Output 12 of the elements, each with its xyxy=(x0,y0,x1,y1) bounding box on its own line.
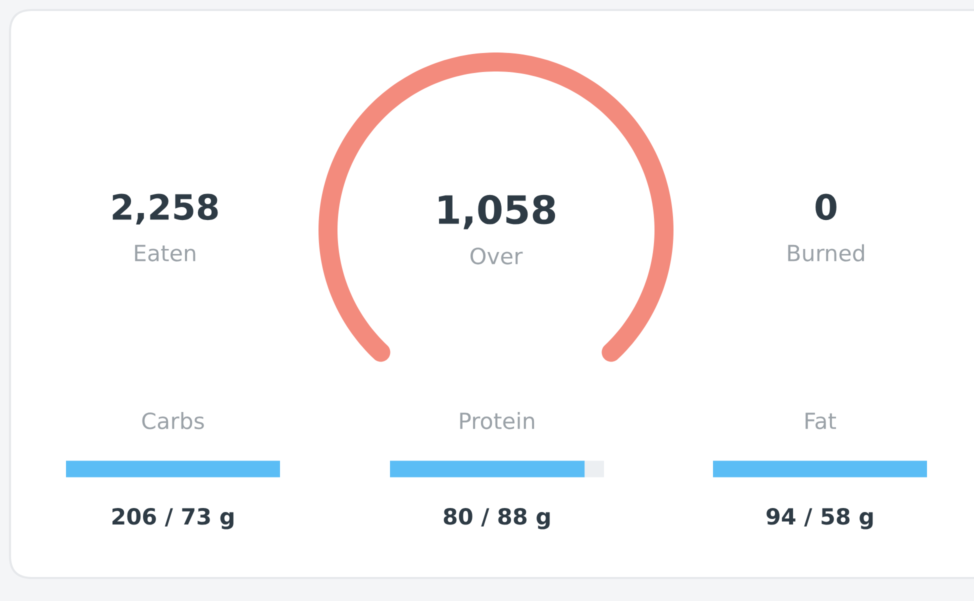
text: 94 / 58 g xyxy=(766,508,873,530)
y-tick-label: Fat xyxy=(806,412,836,430)
y-tick-label: Carbs xyxy=(142,412,204,430)
text: Eaten xyxy=(135,244,196,262)
text: 206 / 73 g xyxy=(112,508,234,530)
y-tick-label: Protein xyxy=(460,412,534,430)
text: 80 / 88 g xyxy=(444,508,550,530)
text: Burned xyxy=(788,244,864,262)
text: 0 xyxy=(816,194,836,220)
text: 2,258 xyxy=(112,194,218,225)
text: 1,058 xyxy=(438,194,556,230)
text: Over xyxy=(470,248,523,264)
